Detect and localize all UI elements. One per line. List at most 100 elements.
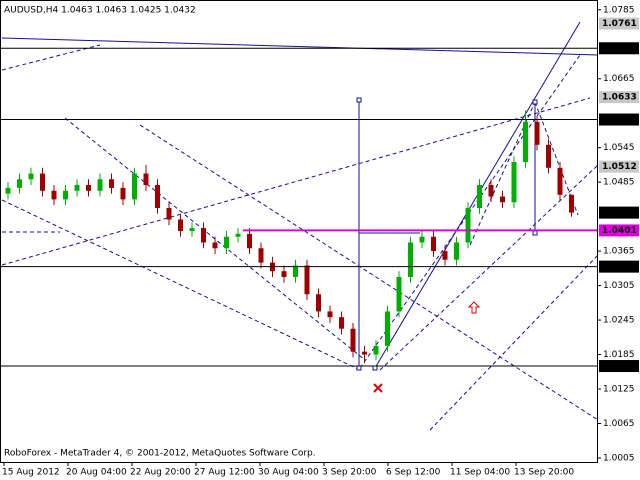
markers — [373, 301, 481, 393]
candle-body — [28, 173, 34, 180]
candle-body — [17, 179, 22, 188]
level-label-box — [599, 17, 639, 30]
candle-body — [178, 219, 183, 231]
y-tick-label: 1.0125 — [603, 385, 635, 395]
candle-body — [316, 294, 321, 312]
candle-body — [63, 190, 68, 200]
candle-body — [51, 190, 57, 200]
y-tick-label: 1.0185 — [603, 350, 635, 360]
up-arrow — [467, 301, 481, 314]
candle-body — [74, 185, 80, 191]
candle-body — [534, 121, 540, 145]
candle-body — [166, 208, 172, 220]
y-tick-label: 1.0485 — [603, 178, 635, 188]
y-tick-label: 1.0305 — [603, 281, 635, 291]
candle-body — [235, 233, 241, 237]
level-label-box — [599, 360, 639, 373]
candle-body — [40, 173, 45, 191]
y-tick-label: 1.0785 — [603, 5, 635, 15]
candle-body — [155, 185, 160, 209]
x-tick-label: 22 Aug 20:00 — [130, 468, 191, 478]
x-tick-label: 30 Aug 04:00 — [258, 468, 319, 478]
x-tick-label: 15 Aug 2012 — [2, 468, 60, 478]
level-label: 1.0165 — [602, 362, 637, 372]
level-label-box — [599, 206, 639, 219]
candle-body — [304, 265, 310, 295]
candle-body — [97, 179, 103, 191]
candle-body — [86, 185, 91, 191]
y-tick-label: 1.0245 — [603, 316, 635, 326]
level-label: 1.0432 — [602, 208, 637, 218]
candle-body — [201, 228, 206, 243]
candle-body — [212, 242, 218, 249]
candle-body — [419, 236, 425, 243]
anchor — [356, 97, 362, 103]
candle-body — [132, 173, 137, 200]
candle-body — [511, 162, 517, 203]
level-label-box — [599, 42, 639, 55]
anchor — [532, 230, 538, 236]
candle-body — [339, 317, 344, 329]
cross-marker — [373, 383, 383, 393]
candle-body — [408, 242, 413, 277]
candle-body — [477, 185, 482, 209]
level-label: 1.0718 — [602, 44, 637, 54]
level-label-box — [599, 224, 639, 237]
candle-body — [293, 265, 298, 277]
y-tick-label: 1.0065 — [603, 419, 635, 429]
x-tick-label: 20 Aug 04:00 — [66, 468, 127, 478]
candle-body — [396, 276, 402, 312]
trend-line — [469, 101, 536, 246]
level-label: 1.0338 — [602, 262, 637, 272]
level-label-box — [599, 91, 639, 104]
candle-body — [442, 251, 448, 260]
trend-line — [379, 164, 599, 371]
x-tick-label: 11 Sep 04:00 — [450, 468, 510, 478]
candle-body — [569, 194, 574, 213]
level-label: 1.0761 — [602, 19, 637, 29]
candle-body — [488, 185, 494, 197]
y-tick-label: 1.0005 — [603, 453, 635, 463]
level-label: 1.0401 — [602, 226, 637, 236]
candle-body — [500, 196, 505, 203]
candle-body — [5, 187, 11, 194]
y-tick-label: 1.0365 — [603, 247, 635, 257]
candle-body — [523, 121, 528, 163]
candle-body — [350, 328, 356, 352]
trend-line — [1, 199, 361, 371]
plot — [0, 47, 598, 367]
level-label-box — [599, 260, 639, 273]
anchor — [356, 365, 362, 371]
level-label: 1.0512 — [602, 162, 637, 172]
candle-body — [431, 236, 436, 252]
x-tick-label: 13 Sep 20:00 — [514, 468, 574, 478]
y-tick-label: 1.0545 — [603, 143, 635, 153]
anchor — [372, 365, 378, 371]
candle-body — [258, 248, 264, 263]
trend-line — [1, 44, 101, 71]
candle-body — [465, 208, 471, 243]
anchor — [532, 99, 538, 105]
candle-body — [454, 242, 459, 260]
x-tick-label: 6 Sep 12:00 — [386, 468, 441, 478]
x-tick-label: 27 Aug 12:00 — [194, 468, 255, 478]
level-label-box — [599, 113, 639, 126]
candle-body — [362, 351, 367, 355]
trend-line — [1, 97, 591, 266]
candle-body — [143, 173, 149, 186]
candle-body — [373, 345, 379, 355]
frame — [0, 0, 598, 463]
trend-line — [429, 254, 599, 431]
candle-body — [281, 271, 287, 277]
level-label-box — [599, 160, 639, 173]
candle-body — [120, 187, 126, 200]
candle-body — [224, 236, 229, 249]
candle-body — [327, 311, 333, 318]
level-label: 1.0594 — [602, 115, 637, 125]
y-tick-label: 1.0665 — [603, 74, 635, 84]
chart-title: AUDUSD,H4 1.0463 1.0463 1.0425 1.0432 — [4, 6, 196, 16]
level-label: 1.0633 — [602, 93, 637, 103]
x-tick-label: 3 Sep 20:00 — [322, 468, 377, 478]
trend-line — [1, 37, 599, 56]
